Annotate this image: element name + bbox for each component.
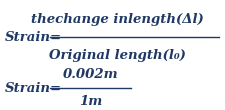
Text: Strain=: Strain= [4, 31, 61, 44]
Text: Strain=: Strain= [4, 82, 61, 94]
Text: thechange inlength(Δl): thechange inlength(Δl) [31, 13, 203, 26]
Text: Original length(l₀): Original length(l₀) [49, 49, 185, 61]
Text: 1m: 1m [79, 95, 101, 108]
Text: 0.002m: 0.002m [62, 68, 118, 81]
